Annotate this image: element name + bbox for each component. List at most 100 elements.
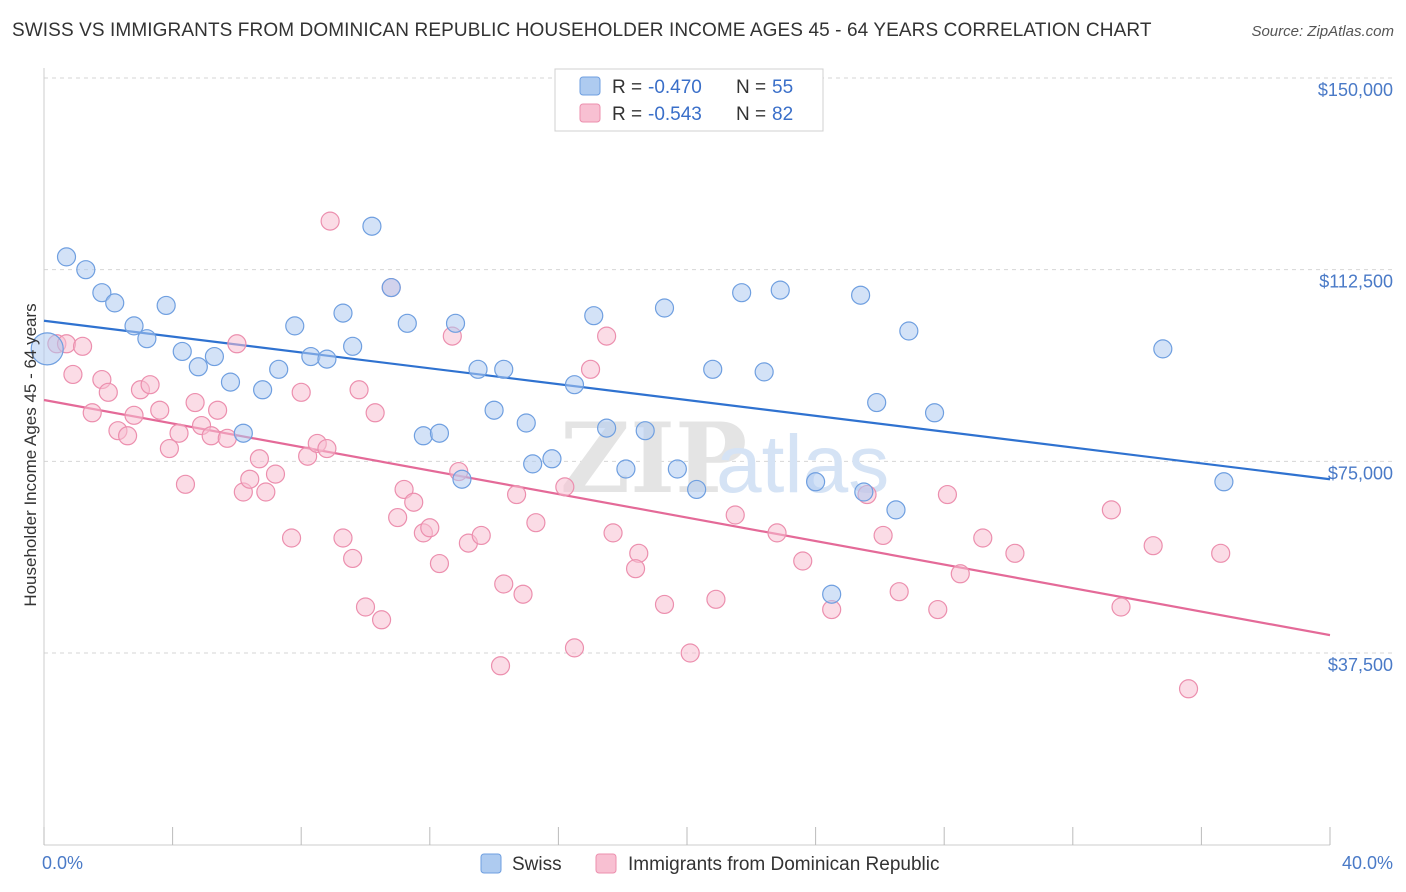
point-dominican-49 <box>471 525 491 546</box>
data-points <box>30 211 1234 699</box>
point-dominican-44 <box>420 518 440 538</box>
y-axis-title: Householder Income Ages 45 - 64 years <box>21 303 40 606</box>
point-swiss-17 <box>317 349 337 369</box>
point-dominican-15 <box>175 474 196 494</box>
point-swiss-12 <box>233 423 253 443</box>
point-dominican-6 <box>98 382 118 402</box>
point-dominican-38 <box>371 610 392 630</box>
point-swiss-29 <box>494 359 514 379</box>
bottom-legend-swatch-swiss <box>480 853 502 874</box>
point-dominican-65 <box>767 523 787 543</box>
point-swiss-33 <box>564 375 585 395</box>
point-dominican-73 <box>973 528 993 548</box>
point-dominican-25 <box>256 482 276 502</box>
axes <box>43 68 1331 846</box>
point-dominican-24 <box>249 449 270 469</box>
point-dominican-37 <box>365 403 385 423</box>
point-dominican-14 <box>169 423 189 443</box>
point-dominican-76 <box>1111 597 1131 617</box>
point-dominican-57 <box>580 359 601 379</box>
point-dominican-75 <box>1101 500 1121 520</box>
point-dominican-26 <box>265 464 286 484</box>
point-swiss-13 <box>253 380 273 400</box>
point-swiss-52 <box>924 403 945 423</box>
point-swiss-44 <box>770 280 790 300</box>
point-swiss-10 <box>204 346 224 367</box>
point-dominican-70 <box>928 599 948 620</box>
point-dominican-56 <box>564 638 585 658</box>
point-dominican-71 <box>937 484 958 505</box>
point-dominican-13 <box>159 438 179 459</box>
point-dominican-51 <box>494 574 514 594</box>
legend-r-label-swiss: R = <box>612 77 642 98</box>
point-swiss-53 <box>1153 339 1173 359</box>
point-swiss-32 <box>542 449 562 469</box>
point-swiss-46 <box>822 584 842 604</box>
point-swiss-54 <box>1214 472 1234 492</box>
trend-line-swiss <box>43 319 1331 481</box>
point-dominican-69 <box>889 582 909 602</box>
point-dominican-64 <box>725 505 745 525</box>
point-swiss-1 <box>56 247 77 267</box>
point-dominican-79 <box>1211 543 1231 563</box>
y-tick-labels: $37,500 $75,000 $112,500 $150,000 <box>1318 80 1393 675</box>
point-swiss-16 <box>301 346 321 367</box>
legend-n-label-swiss: N = <box>736 77 766 98</box>
point-swiss-50 <box>886 500 906 520</box>
point-dominican-9 <box>124 405 144 425</box>
point-swiss-22 <box>397 313 417 333</box>
point-dominican-23 <box>240 469 260 489</box>
point-dominican-19 <box>208 400 228 420</box>
point-dominican-28 <box>291 382 311 402</box>
point-dominican-29 <box>298 446 318 466</box>
point-dominican-16 <box>185 392 205 413</box>
point-swiss-27 <box>468 359 488 379</box>
legend-n-label-dominican: N = <box>736 104 766 125</box>
point-dominican-66 <box>793 551 813 571</box>
point-dominican-21 <box>227 334 247 354</box>
x-tick-label-1: 40.0% <box>1342 853 1393 873</box>
point-dominican-8 <box>117 426 138 446</box>
trend-lines <box>43 319 1331 637</box>
point-swiss-26 <box>452 469 472 489</box>
point-swiss-24 <box>429 423 450 443</box>
point-dominican-61 <box>654 594 675 615</box>
point-dominican-36 <box>355 597 376 617</box>
point-dominican-54 <box>526 513 546 533</box>
point-swiss-11 <box>220 372 241 392</box>
point-swiss-47 <box>851 285 871 305</box>
point-dominican-4 <box>82 403 102 423</box>
point-swiss-9 <box>188 357 208 377</box>
point-swiss-14 <box>269 359 289 379</box>
point-swiss-0 <box>30 332 64 366</box>
point-dominican-18 <box>201 426 221 446</box>
x-tick-label-0: 0.0% <box>42 853 83 873</box>
source-label: Source: ZipAtlas.com <box>1251 23 1394 40</box>
point-dominican-45 <box>429 553 450 574</box>
y-tick-label-2: $112,500 <box>1319 272 1393 292</box>
chart-title: SWISS VS IMMIGRANTS FROM DOMINICAN REPUB… <box>12 20 1152 41</box>
point-dominican-80 <box>625 559 646 579</box>
point-dominican-33 <box>333 528 353 548</box>
point-swiss-40 <box>687 479 707 500</box>
point-swiss-51 <box>899 321 919 341</box>
point-dominican-20 <box>217 428 237 448</box>
legend-n-value-dominican: 82 <box>772 104 793 125</box>
point-swiss-3 <box>92 283 112 303</box>
point-dominican-11 <box>140 375 160 395</box>
point-swiss-19 <box>343 336 363 356</box>
point-swiss-25 <box>445 313 466 333</box>
point-dominican-55 <box>555 477 575 497</box>
point-swiss-30 <box>516 413 536 433</box>
bottom-legend: Swiss Immigrants from Dominican Republic <box>480 853 940 875</box>
point-swiss-4 <box>105 293 125 313</box>
point-dominican-12 <box>150 400 170 420</box>
point-dominican-32 <box>320 211 340 231</box>
y-tick-label-3: $150,000 <box>1318 80 1393 100</box>
legend-r-value-dominican: -0.543 <box>648 104 702 125</box>
point-dominican-74 <box>1005 543 1025 563</box>
legend: R = -0.470 N = 55 R = -0.543 N = 82 <box>554 68 824 132</box>
point-dominican-81 <box>873 525 893 546</box>
legend-r-value-swiss: -0.470 <box>648 77 702 98</box>
